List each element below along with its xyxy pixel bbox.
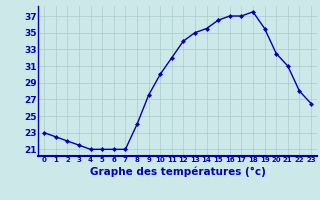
- X-axis label: Graphe des températures (°c): Graphe des températures (°c): [90, 166, 266, 177]
